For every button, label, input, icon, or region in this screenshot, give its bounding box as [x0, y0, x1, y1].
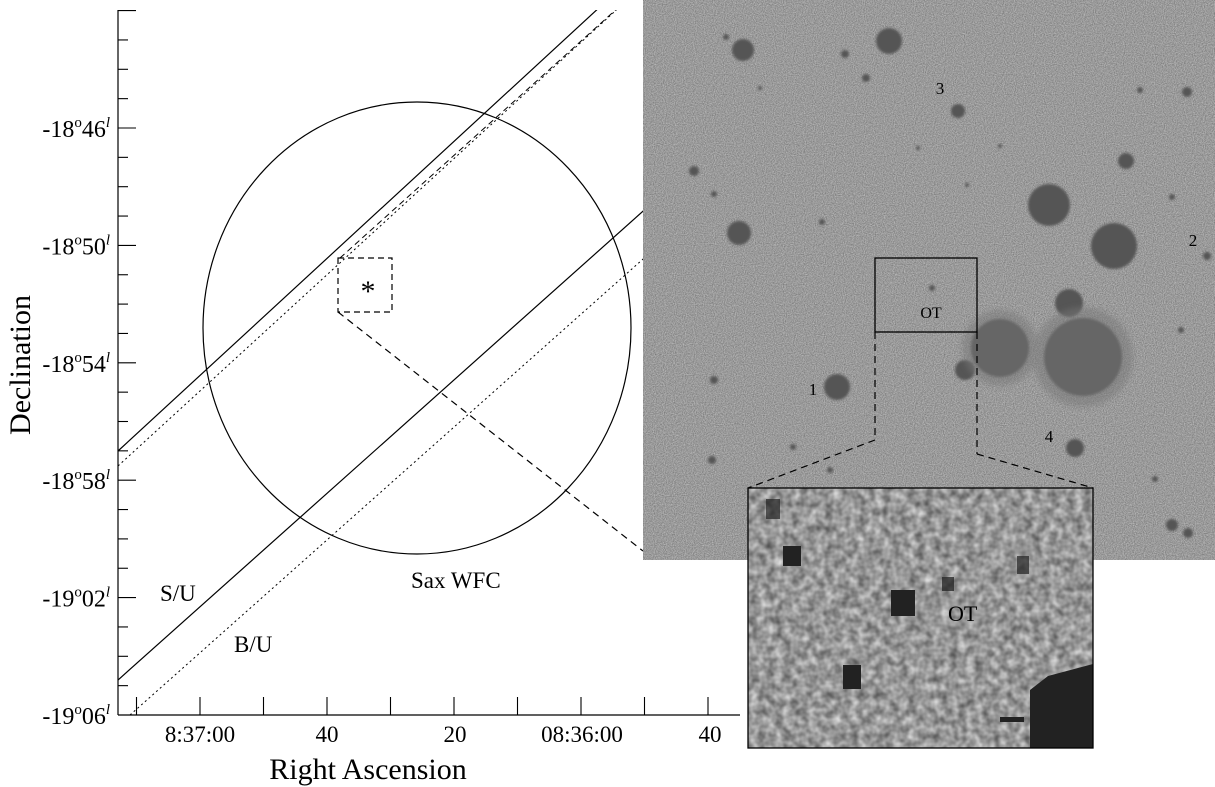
x-axis-title: Right Ascension [269, 753, 467, 786]
x-tick-label: 8:37:00 [165, 722, 235, 747]
y-axis-title: Declination [4, 295, 37, 435]
y-tick-label: -18o54l [42, 350, 110, 378]
star-label-1: 1 [809, 380, 818, 399]
su-band-lower [118, 195, 661, 681]
star-label-3: 3 [936, 79, 945, 98]
y-tick-label: -18o58l [42, 467, 110, 495]
zoom-connector [337, 311, 644, 552]
zoom-connector-right-diag [976, 453, 1094, 489]
optical-image: OT 1 2 3 4 [643, 0, 1215, 560]
x-ticks: 8:37:00 40 20 08:36:00 40 [135, 697, 722, 747]
x-tick-label: 20 [444, 722, 467, 747]
bu-band-lower [129, 243, 661, 715]
dashed-band-line [339, 10, 617, 259]
y-tick-label: -19o06l [42, 702, 110, 730]
burst-box [337, 257, 393, 313]
su-band-upper [118, 10, 598, 452]
error-regions [118, 10, 661, 715]
ot-zoom-label: OT [948, 601, 978, 626]
bu-label: B/U [234, 632, 273, 657]
y-tick-label: -19o02l [42, 585, 110, 613]
x-tick-label: 40 [699, 722, 722, 747]
x-tick-label: 08:36:00 [541, 722, 623, 747]
plot-area: -18o46l -18o50l -18o54l -18o58l -19o02l -19o0… [4, 10, 740, 786]
ot-box [874, 257, 978, 333]
ot-label: OT [920, 305, 942, 322]
y-tick-label: -18o50l [42, 232, 110, 260]
su-label: S/U [160, 581, 196, 606]
x-tick-label: 40 [316, 722, 339, 747]
star-label-4: 4 [1045, 427, 1054, 446]
y-tick-label: -18o46l [42, 115, 110, 143]
sax-wfc-label: Sax WFC [411, 568, 501, 593]
zoom-inset: OT [747, 487, 1094, 749]
y-ticks: -18o46l -18o50l -18o54l -18o58l -19o02l -19o0… [42, 10, 136, 730]
bu-band-upper [118, 10, 618, 467]
star-label-2: 2 [1189, 231, 1198, 250]
zoom-connector-left-diag [747, 439, 876, 489]
burst-marker: * [361, 275, 376, 308]
sax-wfc-circle [202, 101, 632, 555]
